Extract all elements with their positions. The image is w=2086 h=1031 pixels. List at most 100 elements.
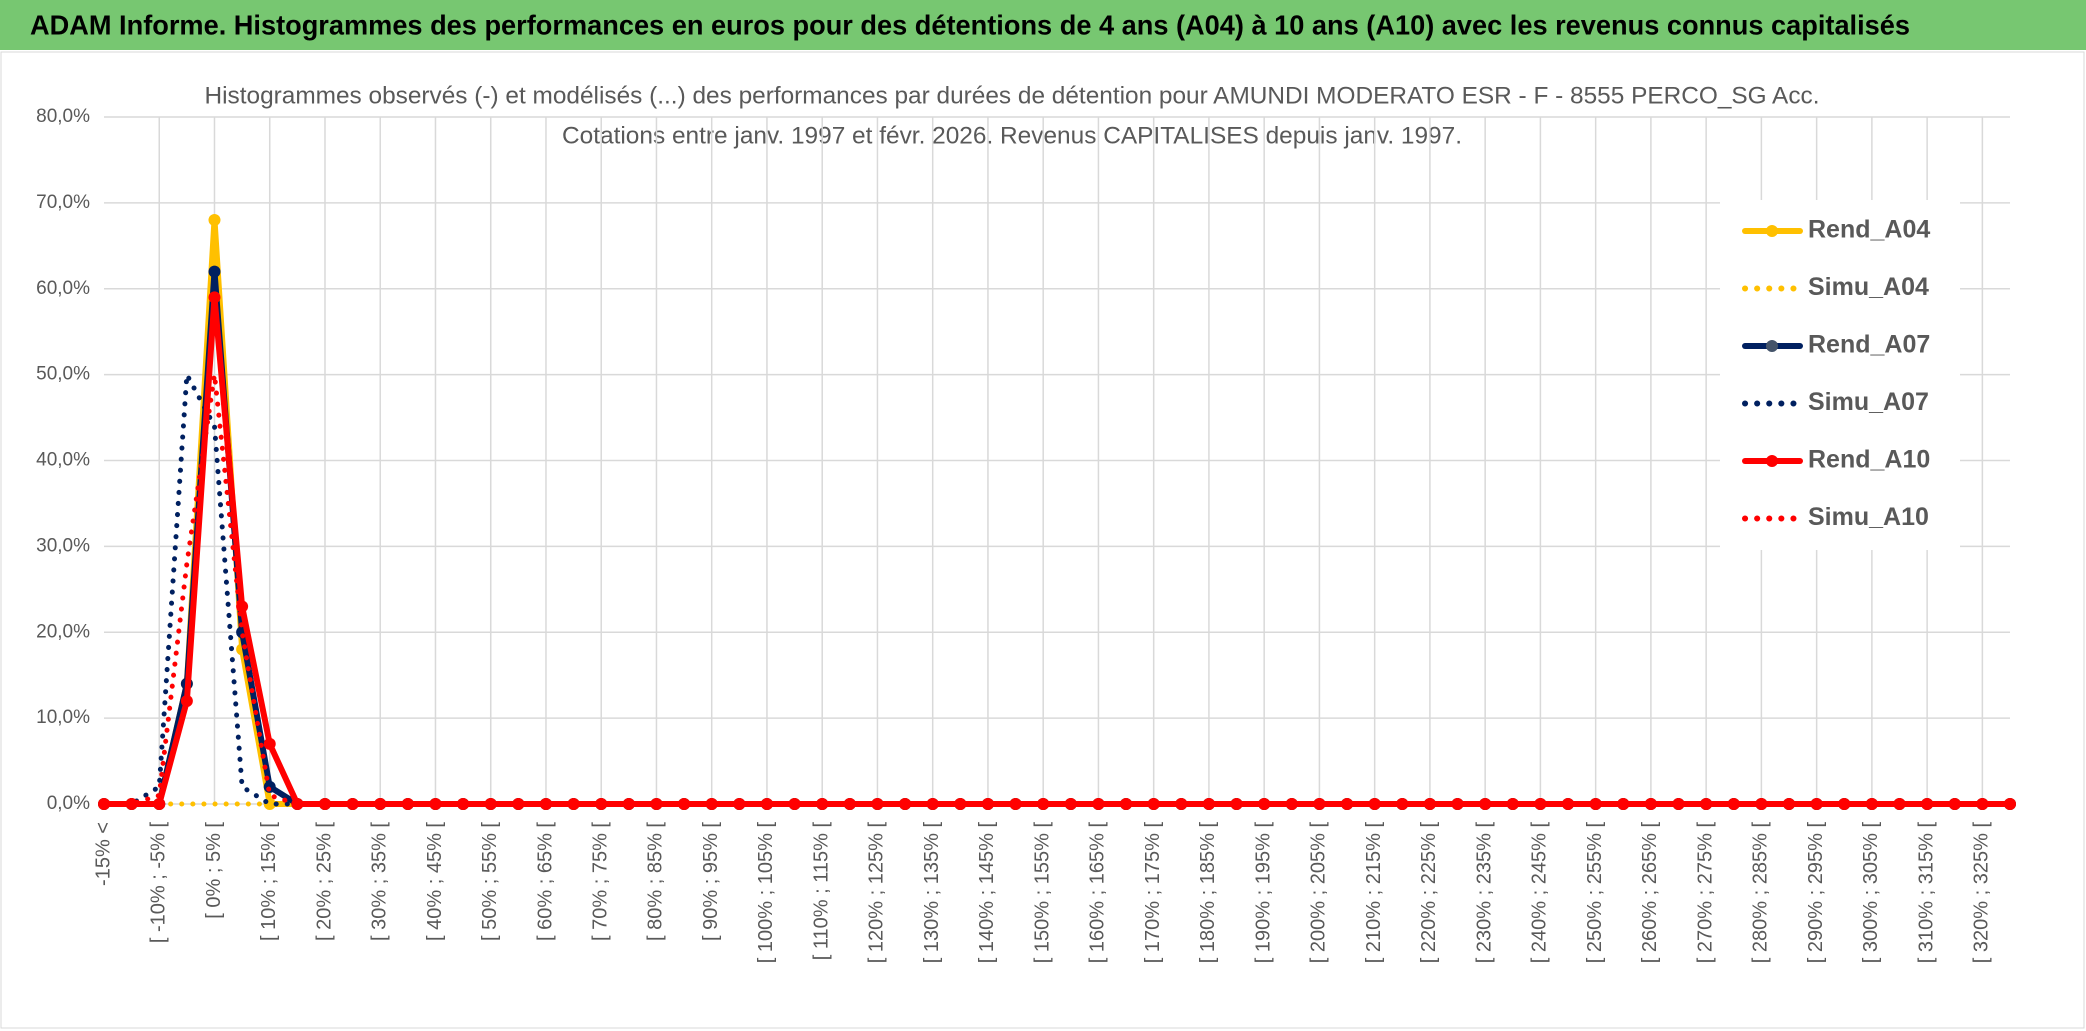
y-tick-label: 60,0% (36, 278, 90, 299)
data-point (1341, 798, 1354, 810)
x-tick-label: [ 50% ; 55% [ (479, 822, 501, 941)
data-point (1506, 798, 1519, 810)
x-tick-label: [ 20% ; 25% [ (313, 822, 335, 941)
x-tick-label: [ 140% ; 145% [ (976, 822, 998, 964)
y-tick-label: 20,0% (36, 621, 90, 642)
x-tick-label: -15% < (92, 822, 114, 886)
data-point (650, 798, 663, 810)
chart-frame (0, 51, 2085, 1029)
legend-marker (1766, 340, 1778, 352)
data-point (1727, 798, 1740, 810)
data-point (1617, 798, 1630, 810)
x-tick-label: [ 260% ; 265% [ (1639, 822, 1661, 964)
legend: Rend_A04 Simu_A04 Rend_A07 Simu_A07 Rend_A10… (1720, 200, 1960, 550)
legend-label: Rend_A04 (1808, 216, 1930, 244)
data-point (1147, 798, 1160, 810)
chart-title: Histogrammes observés (-) et modélisés (… (205, 82, 1820, 109)
data-point (816, 798, 829, 810)
chart-subtitle: Cotations entre janv. 1997 et févr. 2026… (562, 122, 1462, 149)
banner-title: ADAM Informe. Histogrammes des performan… (30, 9, 1910, 40)
x-tick-label: [ 280% ; 285% [ (1750, 822, 1772, 964)
legend-label: Rend_A07 (1808, 331, 1930, 359)
legend-label: Simu_A04 (1808, 273, 1929, 301)
x-tick-label: [ 170% ; 175% [ (1142, 822, 1164, 964)
y-tick-label: 40,0% (36, 450, 90, 471)
data-point (760, 798, 773, 810)
data-point (1368, 798, 1381, 810)
x-tick-label: [ 10% ; 15% [ (258, 822, 280, 941)
data-point (208, 214, 221, 227)
grid: 0,0% 10,0% 20,0% 30,0% 40,0% 50,0% 60,0% 70,0% 8… (36, 106, 2010, 963)
x-tick-label: [ 150% ; 155% [ (1031, 822, 1053, 964)
series-line (101, 372, 2013, 807)
x-tick-label: [ 160% ; 165% [ (1087, 822, 1109, 964)
data-point (1948, 798, 1961, 810)
data-point (1783, 798, 1796, 810)
data-point (1092, 798, 1105, 810)
data-point (595, 798, 608, 810)
y-tick-label: 80,0% (36, 106, 90, 127)
data-point (1893, 798, 1906, 810)
y-tick-label: 0,0% (47, 793, 90, 814)
data-point (318, 798, 331, 810)
data-point (539, 798, 552, 810)
x-tick-label: [ 210% ; 215% [ (1363, 822, 1385, 964)
x-tick-label: [ 100% ; 105% [ (755, 822, 777, 964)
banner (0, 0, 2086, 50)
data-point (1258, 798, 1271, 810)
data-point (125, 798, 138, 810)
x-tick-label: [ 250% ; 255% [ (1584, 822, 1606, 964)
x-tick-label: [ 80% ; 85% [ (645, 822, 667, 941)
x-tick-label: [ 290% ; 295% [ (1805, 822, 1827, 964)
x-tick-label: [ 190% ; 195% [ (1252, 822, 1274, 964)
legend-label: Rend_A10 (1808, 446, 1930, 474)
legend-label: Simu_A10 (1808, 503, 1929, 531)
data-point (1396, 798, 1409, 810)
legend-marker (1766, 455, 1778, 467)
x-tick-label: [ 220% ; 225% [ (1418, 822, 1440, 964)
data-point (2004, 798, 2016, 810)
data-point (374, 798, 387, 810)
x-tick-label: [ 130% ; 135% [ (921, 822, 943, 964)
x-tick-label: [ 0% ; 5% [ (203, 822, 225, 919)
x-tick-label: [ 310% ; 315% [ (1915, 822, 1937, 964)
x-tick-label: [ 230% ; 235% [ (1473, 822, 1495, 964)
data-point (429, 798, 442, 810)
y-tick-label: 70,0% (36, 192, 90, 213)
data-point (705, 798, 718, 810)
plot (98, 214, 2016, 810)
data-point (1451, 798, 1464, 810)
x-tick-label: [ 40% ; 45% [ (424, 822, 446, 941)
x-tick-label: [ -10% ; -5% [ (148, 822, 170, 944)
x-tick-label: [ 120% ; 125% [ (866, 822, 888, 964)
x-tick-label: [ 110% ; 115% [ (810, 822, 832, 961)
data-point (180, 694, 193, 707)
data-point (1672, 798, 1685, 810)
legend-marker (1766, 225, 1778, 237)
x-tick-label: [ 320% ; 325% [ (1971, 822, 1993, 964)
x-tick-label: [ 70% ; 75% [ (589, 822, 611, 941)
data-point (153, 798, 166, 810)
x-tick-label: [ 300% ; 305% [ (1860, 822, 1882, 964)
data-point (208, 291, 221, 304)
data-point (871, 798, 884, 810)
data-point (981, 798, 994, 810)
data-point (263, 737, 276, 750)
x-tick-label: [ 180% ; 185% [ (1197, 822, 1219, 964)
x-tick-label: [ 30% ; 35% [ (369, 822, 391, 941)
x-tick-label: [ 200% ; 205% [ (1308, 822, 1330, 964)
y-tick-label: 10,0% (36, 707, 90, 728)
data-point (926, 798, 939, 810)
y-tick-label: 50,0% (36, 364, 90, 385)
data-point (484, 798, 497, 810)
data-point (1202, 798, 1215, 810)
data-point (1562, 798, 1575, 810)
y-tick-label: 30,0% (36, 535, 90, 556)
x-tick-label: [ 240% ; 245% [ (1529, 822, 1551, 964)
legend-label: Simu_A07 (1808, 388, 1929, 416)
x-tick-label: [ 90% ; 95% [ (700, 822, 722, 941)
x-tick-label: [ 270% ; 275% [ (1694, 822, 1716, 964)
data-point (208, 265, 221, 278)
x-tick-label: [ 60% ; 65% [ (534, 822, 556, 941)
